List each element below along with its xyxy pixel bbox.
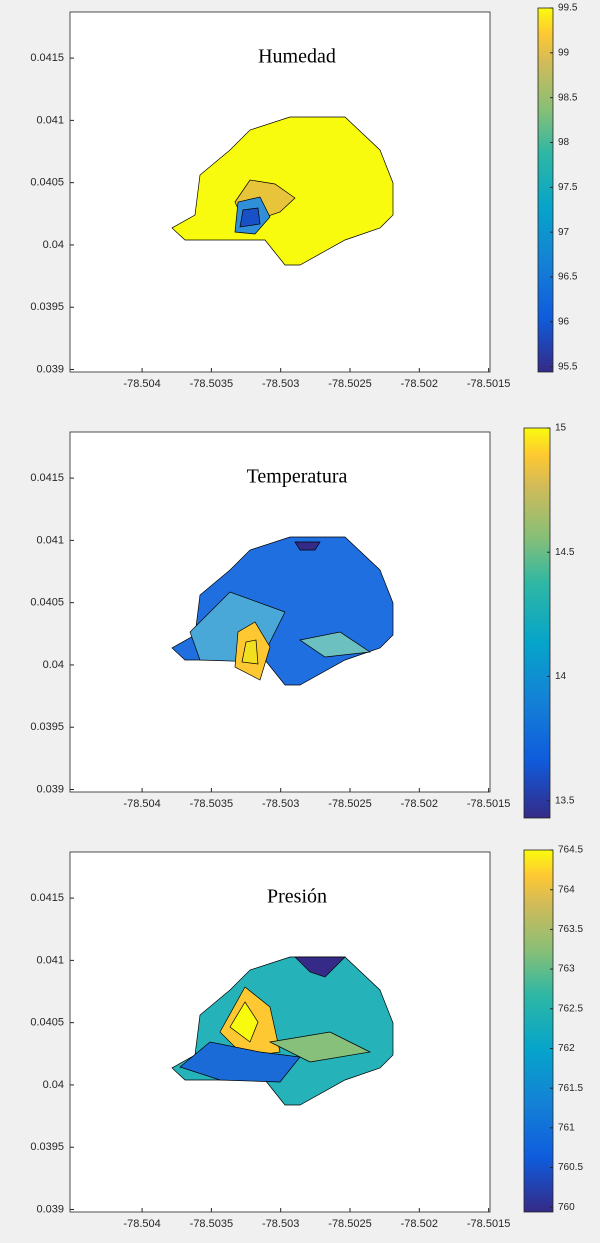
colorbar-tick-label: 97 (558, 227, 570, 238)
y-tick-label: 0.039 (36, 783, 64, 795)
x-tick-label: -78.5035 (190, 378, 233, 390)
contour-level (294, 541, 321, 551)
x-tick-label: -78.504 (123, 1218, 160, 1230)
y-tick-label: 0.041 (36, 534, 64, 546)
colorbar-tick-label: 15 (555, 423, 567, 434)
colorbar-tick-label: 761 (558, 1122, 575, 1133)
colorbar-tick-label: 764.5 (558, 845, 583, 856)
colorbar (523, 849, 554, 1213)
y-tick-label: 0.0415 (30, 52, 64, 64)
contour-level (268, 1031, 372, 1063)
contour-level (239, 207, 261, 228)
x-tick-label: -78.503 (262, 1218, 299, 1230)
x-tick-label: -78.5035 (190, 1218, 233, 1230)
y-tick-label: 0.04 (43, 239, 64, 251)
colorbar-tick-label: 96 (558, 316, 570, 327)
y-tick-label: 0.041 (36, 114, 64, 126)
panel: -78.504 -78.5035 -78.503 -78.5025 -78.502 -78… (30, 845, 583, 1230)
x-tick-label: -78.504 (123, 798, 160, 810)
colorbar-tick-label: 99.5 (558, 3, 578, 14)
colorbar-tick-label: 97.5 (558, 182, 578, 193)
contour-level (229, 1001, 259, 1043)
y-tick-label: 0.0395 (30, 301, 64, 313)
contour-fill (171, 536, 394, 686)
colorbar (523, 427, 551, 819)
y-tick-label: 0.0405 (30, 597, 64, 609)
x-tick-label: -78.5025 (328, 1218, 371, 1230)
colorbar-tick-label: 96.5 (558, 272, 578, 283)
colorbar-tick-label: 98 (558, 137, 570, 148)
x-tick-label: -78.5025 (328, 798, 371, 810)
x-tick-label: -78.5015 (467, 798, 510, 810)
chart-title: Presión (267, 886, 327, 908)
y-tick-label: 0.039 (36, 363, 64, 375)
panel: -78.504 -78.5035 -78.503 -78.5025 -78.502 -78… (30, 3, 578, 390)
y-tick-label: 0.04 (43, 1079, 64, 1091)
colorbar-tick-label: 14 (555, 671, 567, 682)
x-tick-label: -78.5035 (190, 798, 233, 810)
colorbar (537, 7, 554, 373)
y-tick-label: 0.0405 (30, 1017, 64, 1029)
colorbar-tick-label: 760 (558, 1202, 575, 1213)
colorbar-tick-label: 14.5 (555, 547, 575, 558)
chart-title: Humedad (258, 46, 336, 68)
x-tick-label: -78.5015 (467, 1218, 510, 1230)
x-tick-label: -78.5025 (328, 378, 371, 390)
contour-level (294, 956, 346, 978)
x-tick-label: -78.503 (262, 798, 299, 810)
colorbar-tick-label: 762.5 (558, 1003, 583, 1014)
y-tick-label: 0.0395 (30, 721, 64, 733)
x-tick-label: -78.504 (123, 378, 160, 390)
x-tick-label: -78.5015 (467, 378, 510, 390)
colorbar-tick-label: 762 (558, 1043, 575, 1054)
contour-level (299, 631, 371, 658)
colorbar-tick-label: 99 (558, 47, 570, 58)
colorbar-tick-label: 13.5 (555, 795, 575, 806)
y-tick-label: 0.0415 (30, 892, 64, 904)
contour-fill (171, 956, 394, 1106)
y-tick-label: 0.041 (36, 954, 64, 966)
y-tick-label: 0.0395 (30, 1141, 64, 1153)
y-tick-label: 0.04 (43, 659, 64, 671)
colorbar-tick-label: 763 (558, 964, 575, 975)
colorbar-tick-label: 763.5 (558, 924, 583, 935)
colorbar-tick-label: 98.5 (558, 92, 578, 103)
x-tick-label: -78.503 (262, 378, 299, 390)
contour-fill (171, 116, 394, 266)
x-tick-label: -78.502 (401, 1218, 438, 1230)
colorbar-tick-label: 760.5 (558, 1162, 583, 1173)
contour-level (241, 639, 259, 665)
colorbar-tick-label: 764 (558, 884, 575, 895)
colorbar-tick-label: 761.5 (558, 1083, 583, 1094)
colorbar-tick-label: 95.5 (558, 361, 578, 372)
chart-title: Temperatura (247, 466, 348, 488)
y-tick-label: 0.0405 (30, 177, 64, 189)
x-tick-label: -78.502 (401, 798, 438, 810)
y-tick-label: 0.039 (36, 1203, 64, 1215)
x-tick-label: -78.502 (401, 378, 438, 390)
panel: -78.504 -78.5035 -78.503 -78.5025 -78.502 -78… (30, 423, 575, 819)
y-tick-label: 0.0415 (30, 472, 64, 484)
